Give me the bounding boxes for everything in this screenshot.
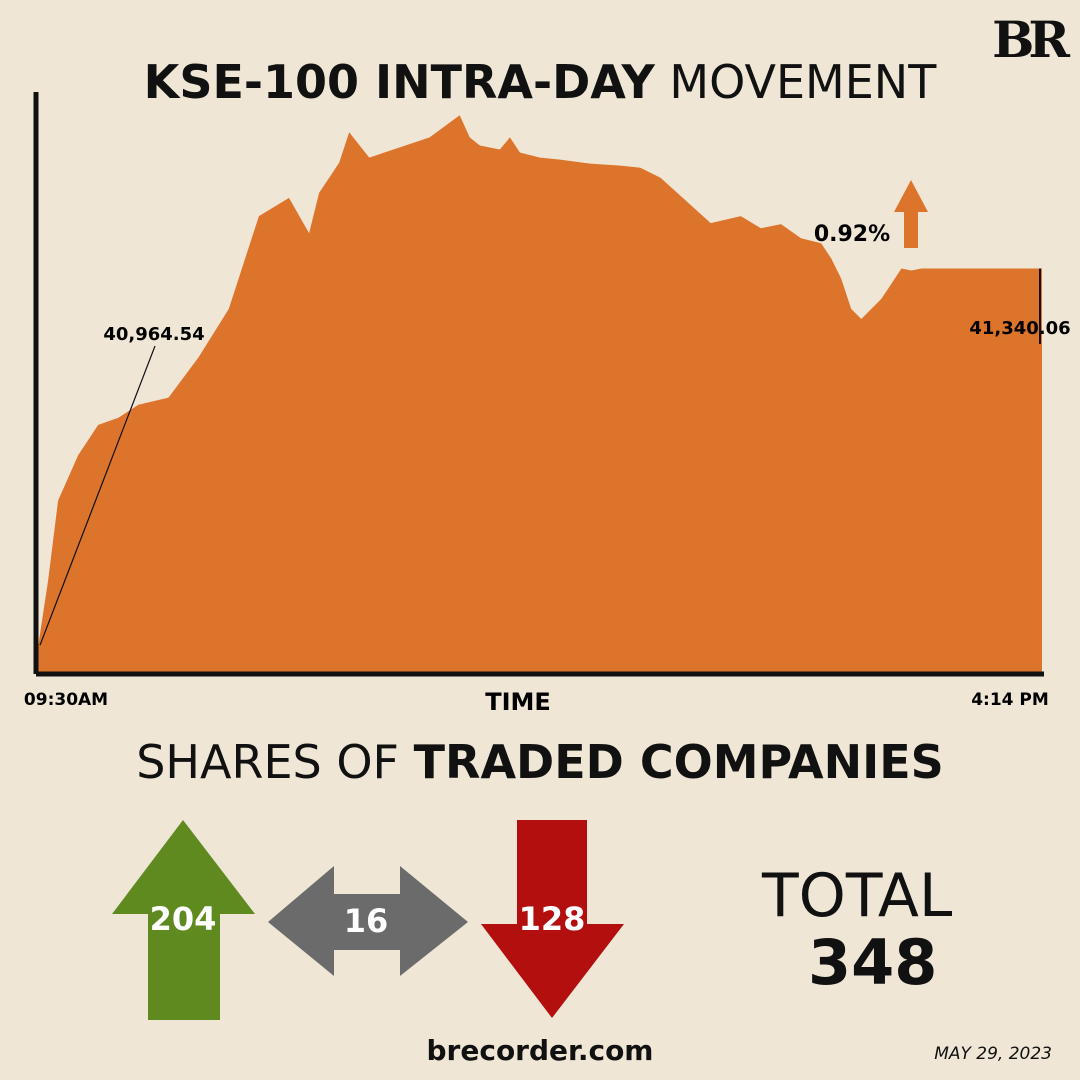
website-link[interactable]: brecorder.com <box>426 1034 654 1067</box>
unchanged-count: 16 <box>344 902 389 940</box>
x-axis-label: TIME <box>485 688 551 716</box>
index-area-series <box>38 115 1042 672</box>
change-up-arrow-icon <box>894 180 928 248</box>
companies-title: SHARES OF TRADED COMPANIES <box>0 732 1080 792</box>
close-value-label: 41,340.06 <box>969 318 1070 339</box>
companies-title-bold: TRADED COMPANIES <box>413 735 944 789</box>
up-arrow-icon <box>112 820 255 1020</box>
companies-title-light: SHARES OF <box>136 735 400 789</box>
total-label: TOTAL <box>762 861 953 931</box>
open-annotation-leader <box>39 345 156 646</box>
advanced-group: 204 <box>112 820 255 1020</box>
bidirectional-arrow-icon <box>268 866 468 976</box>
x-tick-start: 09:30AM <box>24 690 108 710</box>
title-bold: KSE-100 INTRA-DAY <box>143 55 655 109</box>
declined-group: 128 <box>481 820 624 1018</box>
down-arrow-icon <box>481 820 624 1018</box>
unchanged-group: 16 <box>268 866 468 976</box>
open-value-label: 40,964.54 <box>103 324 204 345</box>
title-light: MOVEMENT <box>669 55 937 109</box>
page-title: KSE-100 INTRA-DAY MOVEMENT <box>0 52 1080 112</box>
br-logo: BR <box>992 10 1070 69</box>
intraday-chart: 40,964.54 41,340.06 0.92% 09:30AM 4:14 P… <box>24 92 1071 716</box>
publish-date: MAY 29, 2023 <box>934 1044 1052 1064</box>
advanced-count: 204 <box>150 900 217 938</box>
declined-count: 128 <box>519 900 586 938</box>
change-percent-label: 0.92% <box>814 222 890 247</box>
total-value: 348 <box>808 926 938 999</box>
x-tick-end: 4:14 PM <box>971 690 1049 710</box>
